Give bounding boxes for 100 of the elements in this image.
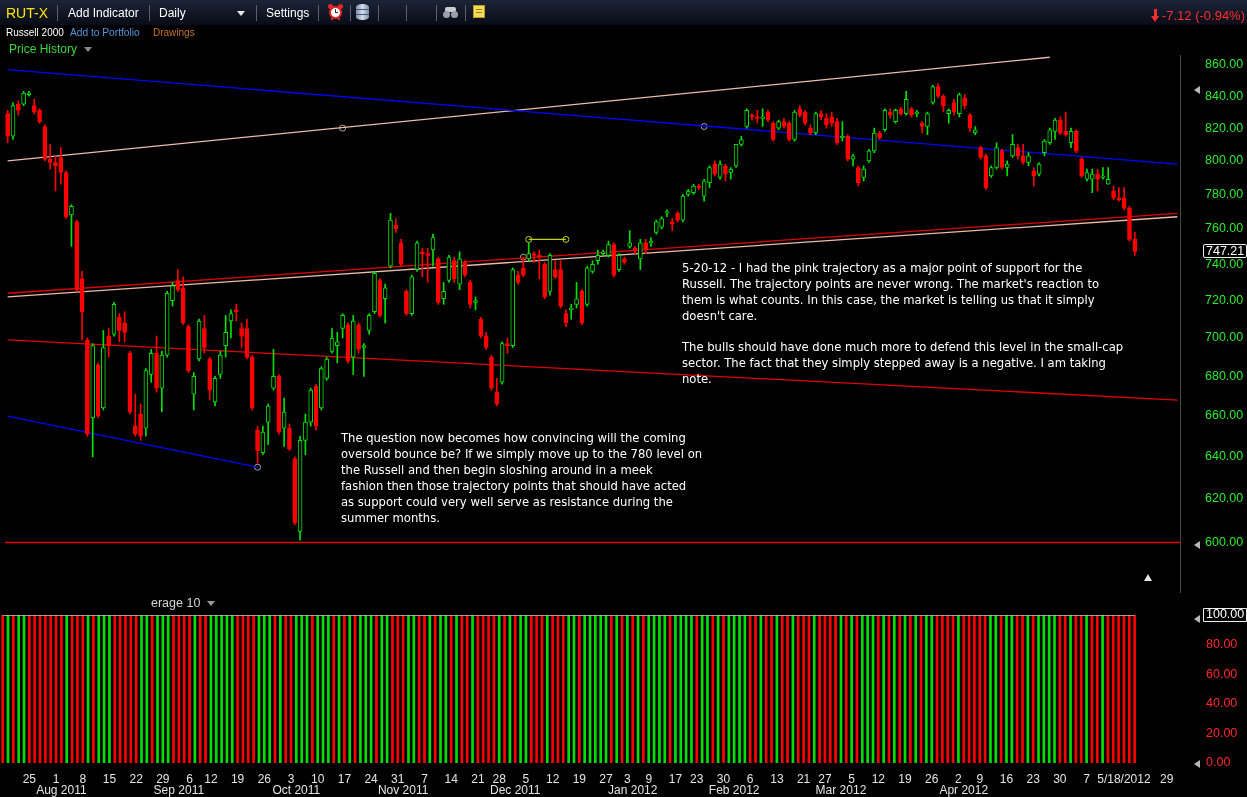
candlestick: [1010, 134, 1015, 158]
x-tick-label: 5/18/2012: [1097, 772, 1151, 787]
y-tick-label: 0.00: [1206, 755, 1231, 770]
point: [519, 253, 527, 261]
candlestick: [691, 183, 696, 195]
x-tick-label: 21: [796, 772, 811, 787]
y-tick-label: 600.00: [1205, 534, 1244, 549]
candlestick: [776, 119, 781, 131]
candlestick: [435, 256, 441, 305]
text: Drawings: [153, 26, 195, 40]
candlestick: [361, 343, 367, 377]
candlestick: [255, 425, 260, 464]
candlestick: [154, 335, 159, 393]
candlestick: [627, 230, 633, 249]
annotation: Price History: [9, 41, 78, 57]
x-tick-label: Dec 2011: [490, 782, 541, 797]
text: Settings: [266, 5, 310, 21]
candlestick: [324, 356, 329, 381]
candlestick: [909, 106, 914, 118]
candlestick: [1058, 116, 1063, 135]
y-tick-label: 740.00: [1205, 256, 1244, 271]
candlestick: [340, 313, 345, 339]
y-tick-label: 780.00: [1205, 186, 1244, 201]
candlestick: [489, 354, 494, 391]
point: [700, 122, 708, 130]
candlestick: [754, 110, 760, 124]
candlestick: [622, 256, 627, 265]
candlestick: [473, 296, 478, 311]
candlestick: [925, 111, 930, 135]
candlestick: [877, 131, 882, 140]
text: -7.12 (-0.94%): [1161, 7, 1245, 24]
text: Add Indicator: [68, 5, 139, 21]
point: [339, 124, 347, 132]
candlestick: [239, 322, 244, 348]
candlestick: [574, 281, 579, 309]
candlestick: [53, 155, 58, 192]
candlestick: [122, 311, 127, 343]
x-tick-label: 12: [545, 772, 560, 787]
y-tick-label: 840.00: [1205, 88, 1244, 103]
candlestick: [287, 423, 292, 451]
x-tick-label: 15: [102, 772, 117, 787]
candlestick: [760, 108, 765, 127]
y-tick-label: 680.00: [1205, 368, 1244, 383]
candlestick: [388, 212, 393, 269]
candlestick: [106, 328, 112, 358]
candlestick: [941, 94, 946, 113]
candlestick: [723, 163, 728, 182]
x-tick-label: 24: [364, 772, 379, 787]
x-tick-label: 30: [1053, 772, 1067, 787]
candlestick: [1079, 157, 1084, 178]
candlestick: [978, 145, 983, 160]
candlestick: [202, 315, 207, 354]
candlestick: [1073, 129, 1079, 153]
x-tick-label: 13: [770, 772, 784, 787]
candlestick: [590, 260, 595, 274]
candlestick: [739, 135, 744, 147]
candlestick: [303, 413, 308, 456]
x-tick-label: 12: [871, 772, 886, 787]
candlestick: [1089, 168, 1095, 194]
candlestick: [218, 350, 223, 379]
candlestick: [972, 126, 978, 135]
y-tick-label: 860.00: [1205, 57, 1244, 72]
candlestick: [537, 249, 542, 280]
candlestick: [1063, 111, 1069, 137]
chart-title: RUT-X: [6, 4, 48, 22]
candlestick: [1127, 206, 1132, 242]
chart-title: erage 10: [151, 595, 201, 612]
candlestick: [393, 218, 399, 233]
candlestick: [1042, 139, 1047, 157]
x-tick-label: 26: [925, 772, 939, 787]
candlestick: [531, 251, 537, 263]
x-tick-label: 14: [444, 772, 459, 787]
candlestick: [223, 315, 228, 358]
point: [525, 235, 533, 243]
candlestick: [69, 204, 74, 247]
point: [562, 235, 570, 243]
candlestick: [441, 281, 446, 305]
candlestick: [994, 142, 999, 170]
candlestick: [319, 366, 324, 411]
candlestick: [271, 349, 276, 391]
candlestick: [5, 110, 10, 144]
y-tick-label: 100.00: [1206, 607, 1245, 622]
x-tick-label: 19: [572, 772, 587, 787]
y-tick-label: 620.00: [1205, 491, 1244, 506]
candlestick: [21, 91, 26, 106]
candlestick: [861, 165, 866, 182]
x-tick-label: 21: [471, 772, 485, 787]
candlestick: [893, 108, 898, 124]
candlestick: [457, 251, 462, 290]
x-tick-label: 29: [1159, 772, 1174, 787]
chart-subtitle: Russell 2000: [6, 26, 64, 40]
candlestick: [420, 247, 425, 278]
candlestick: [233, 303, 239, 322]
annotation: The bulls should have done much more to defend this level in the small-cap sector. The fact that they simply stepped away is a negative. I am taking note.: [682, 339, 1124, 387]
candlestick: [675, 211, 680, 223]
y-tick-label: 20.00: [1206, 725, 1238, 740]
y-tick-label: 60.00: [1206, 666, 1238, 681]
y-tick-label: 800.00: [1205, 153, 1244, 168]
y-tick-label: 760.00: [1205, 221, 1244, 236]
y-tick-label: 700.00: [1205, 330, 1244, 345]
